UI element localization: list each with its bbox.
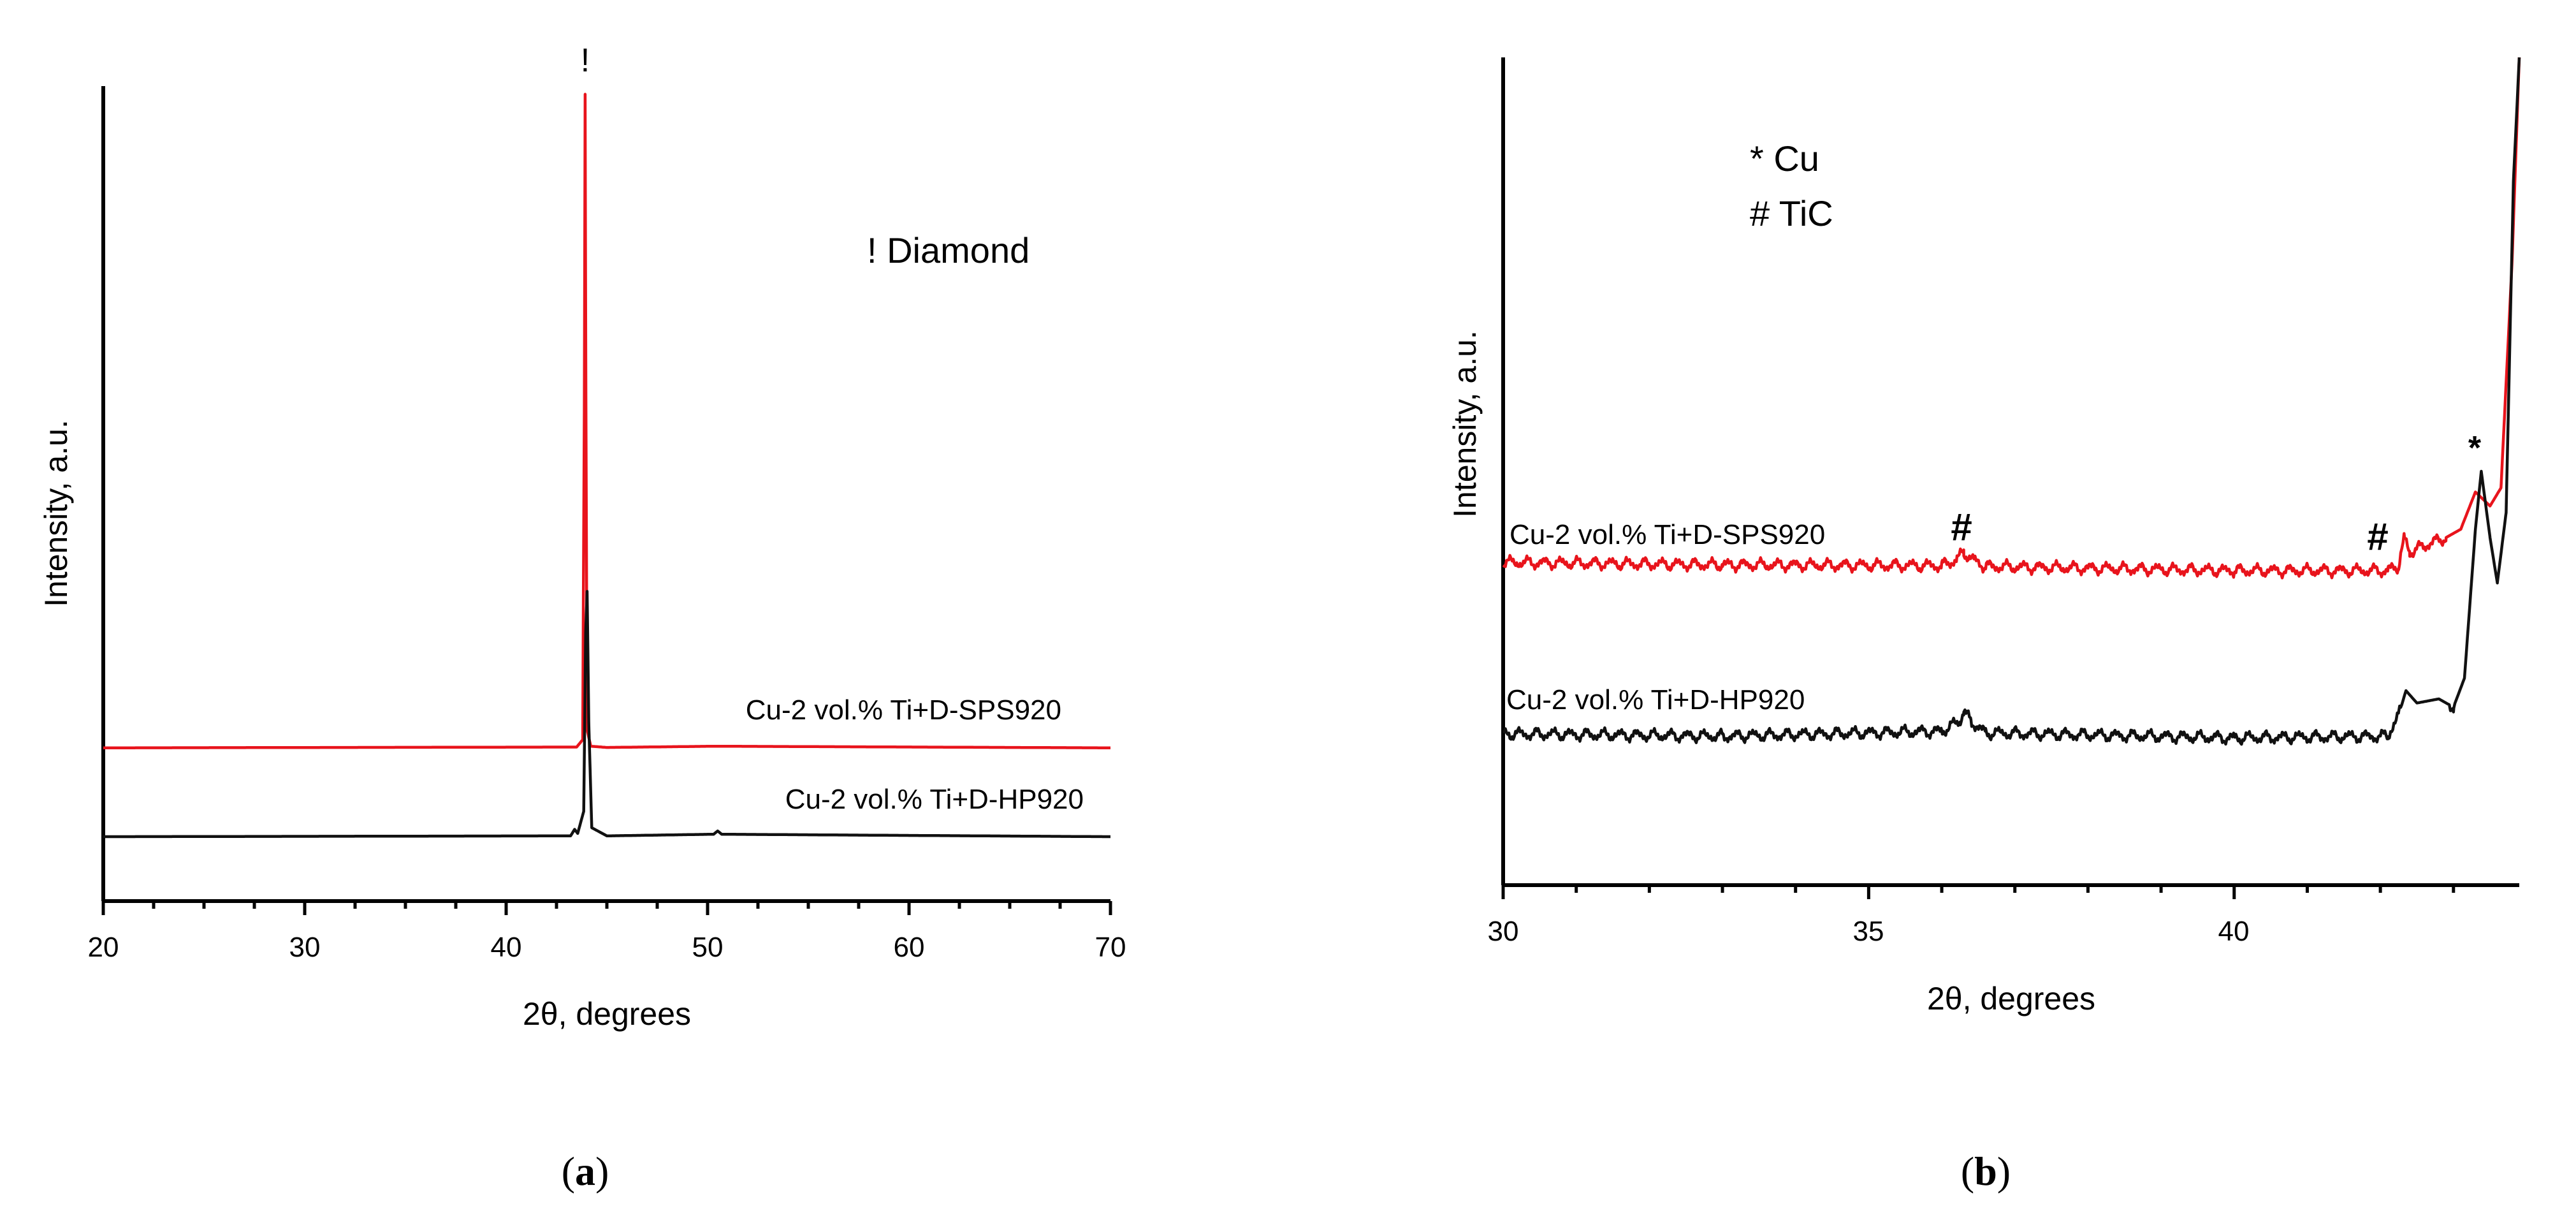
series-group-b	[1502, 57, 2521, 746]
panel-letter-b: b	[1974, 1149, 1997, 1194]
panel-letter-a: a	[575, 1149, 595, 1194]
x-tick-label: 40	[2218, 916, 2250, 947]
series-line-sps920	[103, 92, 1111, 749]
series-line-hp920	[103, 590, 1111, 839]
y-axis-label-b: Intensity, a.u.	[1447, 330, 1483, 518]
series-label-hp920-b: Cu-2 vol.% Ti+D-HP920	[1506, 684, 1805, 716]
series-label-hp920-a: Cu-2 vol.% Ti+D-HP920	[785, 784, 1084, 815]
x-tick-label: 35	[1853, 916, 1884, 947]
x-axis-label-b: 2θ, degrees	[1927, 981, 2095, 1017]
chart-panel-a: 20 30 40 50 60 70 2θ, degrees Intensity,…	[38, 42, 1126, 1194]
diamond-legend-note: ! Diamond	[867, 230, 1030, 270]
series-group-a	[103, 92, 1111, 839]
series-line-sps920	[1502, 57, 2521, 580]
panel-label-b: (b)	[1961, 1149, 2011, 1194]
cu-peak-marker: *	[2468, 430, 2482, 467]
series-label-sps920-a: Cu-2 vol.% Ti+D-SPS920	[746, 694, 1061, 726]
x-tick-label: 60	[894, 932, 925, 963]
y-axis-label-a: Intensity, a.u.	[38, 420, 74, 607]
chart-panel-b: 30 35 40 2θ, degrees Intensity, a.u. Cu-…	[1447, 57, 2521, 1194]
x-tick-label: 40	[491, 932, 522, 963]
diamond-peak-marker: !	[581, 42, 590, 79]
x-tick-label: 70	[1095, 932, 1126, 963]
series-label-sps920-b: Cu-2 vol.% Ti+D-SPS920	[1510, 519, 1825, 550]
x-axis-label-a: 2θ, degrees	[523, 996, 691, 1032]
x-axis-ticks-a	[101, 901, 1112, 915]
tic-peak-marker: #	[2367, 515, 2388, 558]
panel-label-a: (a)	[562, 1149, 609, 1194]
series-line-hp920	[1502, 57, 2521, 746]
cu-legend-note: * Cu	[1750, 138, 1819, 179]
x-tick-label: 50	[692, 932, 724, 963]
tic-legend-note: # TiC	[1750, 193, 1833, 233]
tic-peak-marker: #	[1951, 506, 1972, 548]
x-tick-label: 30	[1488, 916, 1519, 947]
x-tick-label: 30	[289, 932, 321, 963]
x-tick-label: 20	[88, 932, 119, 963]
x-axis-ticks-b	[1501, 885, 2456, 899]
